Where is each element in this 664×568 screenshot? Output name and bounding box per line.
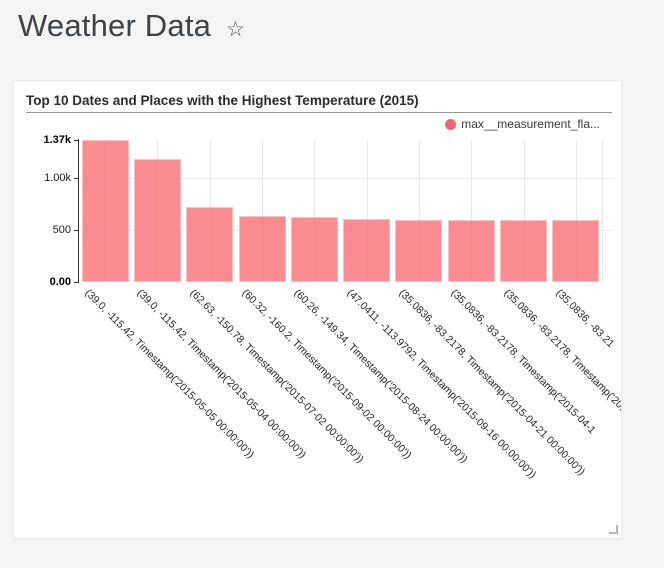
bar[interactable] xyxy=(290,216,338,282)
y-axis-tick-label: 1.37k xyxy=(43,134,71,146)
bar[interactable] xyxy=(500,219,548,282)
y-axis-tick-label: 0.00 xyxy=(49,276,71,288)
bar[interactable] xyxy=(81,140,129,282)
y-axis-line xyxy=(78,139,79,283)
legend-dot-icon xyxy=(445,118,457,130)
legend-label: max__measurement_fla... xyxy=(461,117,600,131)
x-axis-label: (35.0836, -83.2178, Timestamp('2015-04-2… xyxy=(396,287,588,478)
star-icon[interactable]: ☆ xyxy=(226,18,245,41)
gridline-vertical xyxy=(314,140,316,282)
bar[interactable] xyxy=(343,219,391,282)
gridline-vertical xyxy=(262,140,264,282)
y-axis-tick-label: 1.00k xyxy=(44,172,71,185)
bar[interactable] xyxy=(395,219,443,282)
gridline-vertical xyxy=(523,140,525,282)
gridline-vertical xyxy=(575,140,577,282)
chart-card: Top 10 Dates and Places with the Highest… xyxy=(13,80,622,539)
y-axis-tick xyxy=(74,230,78,232)
bar[interactable] xyxy=(186,206,234,282)
resize-handle-icon[interactable] xyxy=(609,525,618,534)
legend-item[interactable]: max__measurement_fla... xyxy=(445,117,600,131)
y-axis-tick xyxy=(74,140,78,141)
bar[interactable] xyxy=(133,158,181,282)
gridline-vertical xyxy=(471,140,473,282)
chart-title: Top 10 Dates and Places with the Highest… xyxy=(26,93,419,108)
gridline-vertical xyxy=(366,140,368,282)
bar[interactable] xyxy=(447,219,495,282)
x-axis-label: (47.0411, -113.9792, Timestamp('2015-09-… xyxy=(344,287,539,481)
gridline-horizontal xyxy=(79,178,613,180)
x-axis-label: (60.26, -149.34, Timestamp('2015-08-24 0… xyxy=(291,287,471,466)
page-header: Weather Data ☆ xyxy=(18,8,245,44)
bar[interactable] xyxy=(552,219,600,282)
page-title: Weather Data xyxy=(18,8,212,43)
x-axis-label: (62.63, -150.78, Timestamp('2015-07-02 0… xyxy=(187,287,366,466)
y-axis-tick xyxy=(74,282,78,283)
y-axis-tick-label: 500 xyxy=(52,224,71,237)
bar-chart: 1.37k 1.00k 500 0.00 (39.0, -115.42, Timesta… xyxy=(43,134,621,481)
title-divider xyxy=(26,112,612,113)
gridline-vertical xyxy=(418,140,420,282)
y-axis-tick xyxy=(74,178,78,180)
bar[interactable] xyxy=(238,215,286,282)
gridline-vertical xyxy=(602,140,603,282)
